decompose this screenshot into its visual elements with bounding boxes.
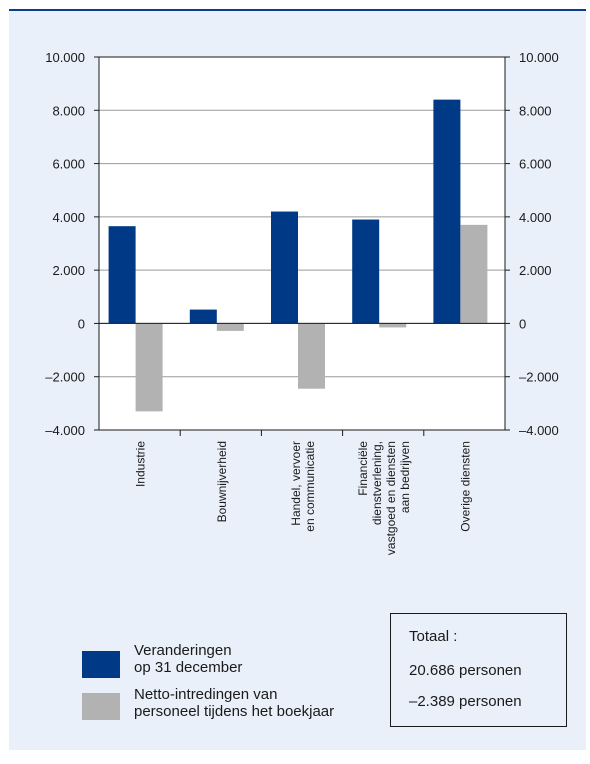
- y-tick-label-left: 2.000: [52, 263, 85, 278]
- bar-changes: [271, 211, 298, 324]
- y-tick-label-left: 8.000: [52, 103, 85, 118]
- category-label: en communicatie: [303, 441, 317, 532]
- category-label: Financiële: [356, 441, 370, 496]
- totals-line-2: –2.389 personen: [409, 693, 522, 710]
- y-tick-label-right: 10.000: [519, 50, 559, 65]
- y-tick-label-left: –2.000: [45, 370, 85, 385]
- y-tick-label-right: 4.000: [519, 210, 552, 225]
- category-label: aan bedrijven: [398, 441, 412, 513]
- legend-swatch-net-entries: [82, 693, 120, 720]
- bar-net-entries: [379, 323, 407, 328]
- plot-frame: [98, 56, 506, 431]
- bar-changes: [108, 226, 136, 324]
- bar-changes: [189, 309, 217, 324]
- y-tick-label-right: –4.000: [519, 423, 559, 438]
- y-tick-label-right: 2.000: [519, 263, 552, 278]
- bar-changes: [352, 219, 380, 324]
- y-tick-label-right: –2.000: [519, 370, 559, 385]
- category-label: dienstverlening,: [370, 441, 384, 525]
- totals-box: Totaal : 20.686 personen –2.389 personen: [390, 613, 567, 727]
- legend-label-changes: Veranderingen op 31 december: [134, 642, 243, 676]
- bar-net-entries: [460, 224, 488, 324]
- category-label: Bouwnijverheid: [215, 441, 229, 522]
- totals-title: Totaal :: [409, 628, 458, 645]
- y-tick-label-right: 6.000: [519, 157, 552, 172]
- category-label: Overige diensten: [458, 441, 472, 532]
- totals-line-1: 20.686 personen: [409, 662, 522, 679]
- y-tick-label-left: –4.000: [45, 423, 85, 438]
- bar-net-entries: [298, 323, 325, 389]
- bar-net-entries: [135, 323, 163, 412]
- y-tick-label-right: 0: [519, 316, 526, 331]
- category-label: vastgoed en diensten: [384, 441, 398, 555]
- y-tick-label-left: 10.000: [45, 50, 85, 65]
- category-label: Handel, vervoer: [289, 441, 303, 526]
- y-tick-label-left: 6.000: [52, 157, 85, 172]
- bar-net-entries: [216, 323, 244, 331]
- y-tick-label-left: 4.000: [52, 210, 85, 225]
- y-tick-label-left: 0: [78, 316, 85, 331]
- bar-changes: [433, 99, 461, 324]
- legend-label-net-entries: Netto-intredingen van personeel tijdens …: [134, 686, 335, 720]
- y-tick-label-right: 8.000: [519, 103, 552, 118]
- legend-swatch-changes: [82, 651, 120, 678]
- category-label: Industrie: [134, 441, 148, 487]
